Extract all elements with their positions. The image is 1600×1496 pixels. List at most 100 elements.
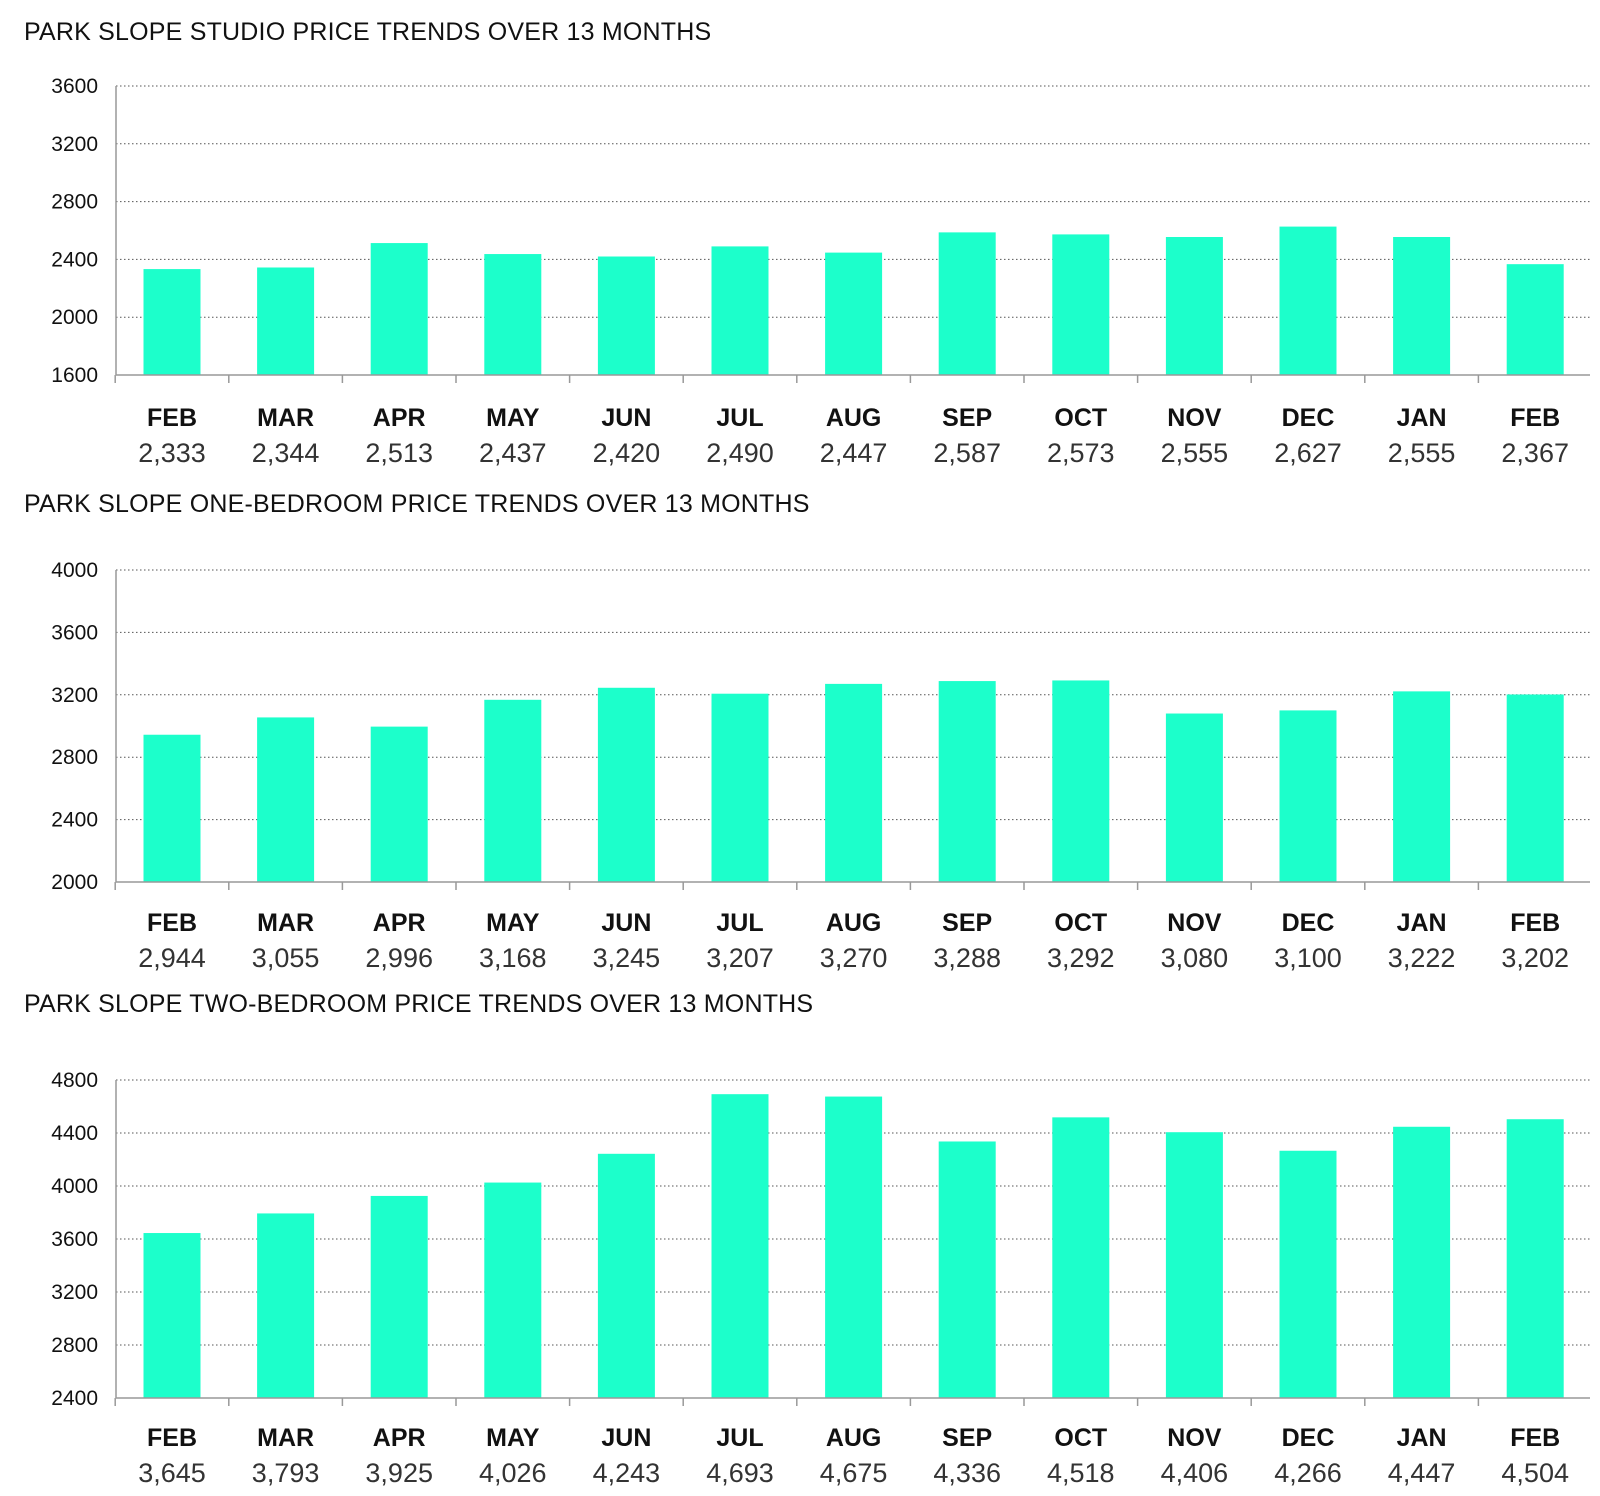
x-category-label: OCT: [1054, 404, 1107, 432]
x-value-label: 3,100: [1274, 943, 1342, 973]
x-category-label: JUN: [601, 404, 651, 432]
x-value-label: 3,793: [252, 1458, 320, 1488]
bar: [370, 1195, 428, 1398]
chart-title: PARK SLOPE STUDIO PRICE TRENDS OVER 13 M…: [24, 18, 712, 46]
x-value-label: 2,437: [479, 438, 547, 468]
x-category-label: MAR: [257, 404, 314, 432]
x-value-label: 3,055: [252, 943, 320, 973]
bar: [711, 246, 769, 375]
x-value-label: 3,245: [593, 943, 661, 973]
bar: [143, 1233, 201, 1398]
y-tick-label: 2400: [51, 809, 98, 832]
bar: [1052, 1117, 1110, 1398]
x-category-label: MAR: [257, 1424, 314, 1452]
bar: [1393, 237, 1451, 375]
bar: [1393, 691, 1451, 882]
x-value-label: 4,693: [706, 1458, 774, 1488]
y-tick-label: 2000: [51, 306, 98, 329]
y-tick-label: 3600: [51, 75, 98, 98]
x-value-label: 2,587: [933, 438, 1001, 468]
bar: [1165, 237, 1223, 375]
x-value-label: 3,288: [933, 943, 1001, 973]
x-category-label: NOV: [1167, 404, 1222, 432]
bar: [484, 1182, 542, 1398]
bar: [484, 254, 542, 375]
bar: [143, 734, 201, 882]
two-bedroom-chart: PARK SLOPE TWO-BEDROOM PRICE TRENDS OVER…: [0, 965, 1600, 1496]
x-category-label: APR: [373, 1424, 426, 1452]
x-value-label: 4,675: [820, 1458, 888, 1488]
x-value-label: 3,645: [138, 1458, 206, 1488]
y-tick-label: 3200: [51, 1281, 98, 1304]
x-category-label: FEB: [147, 1424, 197, 1452]
x-value-label: 3,222: [1388, 943, 1456, 973]
x-category-label: FEB: [147, 909, 197, 937]
x-category-label: AUG: [826, 404, 882, 432]
bar: [484, 699, 542, 882]
x-value-label: 2,513: [365, 438, 433, 468]
x-value-label: 2,555: [1161, 438, 1229, 468]
bar: [1165, 1132, 1223, 1398]
x-category-label: OCT: [1054, 909, 1107, 937]
x-category-label: FEB: [147, 404, 197, 432]
y-tick-label: 2800: [51, 746, 98, 769]
x-category-label: SEP: [942, 1424, 992, 1452]
x-category-label: JAN: [1397, 404, 1447, 432]
bar: [1393, 1126, 1451, 1398]
two-bedroom-chart-plot: 2400 2800 3200 3600 4000 4400 4800 FEB 3,645 MAR 3…: [51, 1069, 1590, 1488]
x-value-label: 4,026: [479, 1458, 547, 1488]
x-value-label: 3,202: [1501, 943, 1569, 973]
x-category-label: SEP: [942, 909, 992, 937]
x-category-label: JUL: [716, 404, 763, 432]
x-category-label: OCT: [1054, 1424, 1107, 1452]
x-category-label: FEB: [1510, 404, 1560, 432]
x-category-label: FEB: [1510, 909, 1560, 937]
y-tick-label: 3600: [51, 1228, 98, 1251]
x-value-label: 4,504: [1501, 1458, 1569, 1488]
studio-chart-plot: 1600 2000 2400 2800 3200 3600 FEB 2,333 MAR 2,344…: [51, 75, 1590, 468]
bar: [938, 232, 996, 375]
x-category-label: APR: [373, 909, 426, 937]
x-category-label: DEC: [1282, 404, 1335, 432]
bar: [1506, 264, 1564, 375]
x-category-label: JUN: [601, 1424, 651, 1452]
x-category-label: SEP: [942, 404, 992, 432]
bar: [825, 683, 883, 882]
bar: [257, 1213, 315, 1398]
x-value-label: 2,573: [1047, 438, 1115, 468]
bar: [1506, 1119, 1564, 1398]
chart-title: PARK SLOPE TWO-BEDROOM PRICE TRENDS OVER…: [24, 990, 814, 1018]
y-tick-label: 4400: [51, 1122, 98, 1145]
y-tick-label: 2800: [51, 191, 98, 214]
bar: [1279, 710, 1337, 882]
bar: [711, 1094, 769, 1398]
x-category-label: FEB: [1510, 1424, 1560, 1452]
bar: [257, 717, 315, 882]
bar: [597, 687, 655, 882]
x-value-label: 2,627: [1274, 438, 1342, 468]
y-tick-label: 2400: [51, 1387, 98, 1410]
bar: [1165, 713, 1223, 882]
x-value-label: 2,367: [1501, 438, 1569, 468]
x-value-label: 3,292: [1047, 943, 1115, 973]
bar: [370, 243, 428, 375]
bar: [597, 1153, 655, 1398]
x-category-label: MAY: [486, 404, 540, 432]
y-tick-label: 4000: [51, 559, 98, 582]
x-category-label: JAN: [1397, 1424, 1447, 1452]
x-value-label: 4,406: [1161, 1458, 1229, 1488]
bar: [597, 256, 655, 375]
x-value-label: 3,207: [706, 943, 774, 973]
x-category-label: AUG: [826, 1424, 882, 1452]
bar: [1506, 694, 1564, 882]
x-value-label: 3,925: [365, 1458, 433, 1488]
x-category-label: JUL: [716, 909, 763, 937]
bar: [938, 1141, 996, 1398]
bar: [825, 252, 883, 375]
y-tick-label: 2800: [51, 1334, 98, 1357]
bar: [1279, 226, 1337, 375]
y-tick-label: 4000: [51, 1175, 98, 1198]
x-category-label: NOV: [1167, 1424, 1222, 1452]
x-category-label: AUG: [826, 909, 882, 937]
x-value-label: 3,270: [820, 943, 888, 973]
